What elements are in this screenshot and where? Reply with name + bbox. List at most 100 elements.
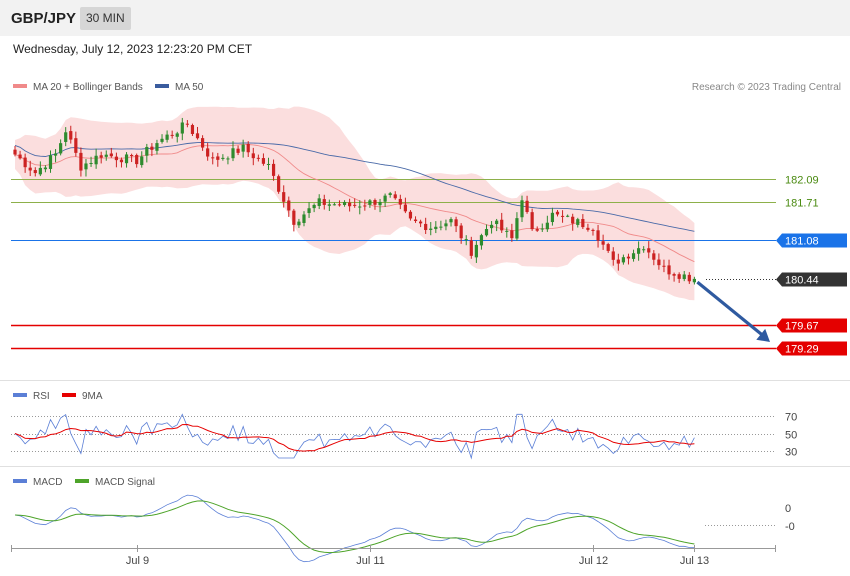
candle-body <box>64 132 68 142</box>
candle-body <box>266 163 271 165</box>
candle-body <box>307 208 311 214</box>
ma20-legend-swatch <box>13 84 27 88</box>
ma20-legend-label: MA 20 + Bollinger Bands <box>33 82 143 93</box>
candle-body <box>342 201 347 205</box>
copyright-label: Research © 2023 Trading Central <box>692 82 841 93</box>
price-tag-bg <box>776 318 847 333</box>
candle-body <box>28 167 32 171</box>
candle-body <box>74 138 78 153</box>
candle-body <box>261 158 266 164</box>
candle-body <box>626 256 631 259</box>
candle-body <box>662 265 666 267</box>
candle-body <box>444 223 448 227</box>
candle-body <box>104 154 108 157</box>
candle-body <box>119 159 124 163</box>
timeframe-badge[interactable]: 30 MIN <box>80 7 131 30</box>
candle-body <box>429 228 433 230</box>
candle-body <box>434 226 438 230</box>
candle-body <box>211 157 215 159</box>
candle-body <box>38 167 42 175</box>
candle-body <box>631 253 636 259</box>
candle-body <box>692 278 696 283</box>
candle-body <box>424 223 428 231</box>
rsi-ma-legend-label: 9MA <box>82 391 103 402</box>
candle-body <box>246 144 250 153</box>
candle-body <box>79 152 83 171</box>
candle-body <box>155 143 159 151</box>
rsi-panel: 70 50 30 <box>11 412 797 460</box>
candle-body <box>586 227 590 230</box>
candle-body <box>637 248 641 254</box>
candle-body <box>297 221 301 226</box>
candle-body <box>241 144 245 152</box>
macd-level-label: -0 <box>785 521 795 533</box>
candle-body <box>216 156 220 160</box>
candle-body <box>130 155 134 157</box>
rsi-level-label: 70 <box>785 412 797 424</box>
candle-body <box>94 155 98 165</box>
price-levels <box>11 179 776 350</box>
candle-body <box>221 157 225 159</box>
price-tag-label: 180.44 <box>785 275 819 287</box>
candle-body <box>353 204 357 206</box>
candle-body <box>571 216 575 224</box>
candle-body <box>677 274 681 279</box>
rsi-legend-label: RSI <box>33 391 50 402</box>
candle-body <box>84 163 88 170</box>
candle-body <box>647 248 651 253</box>
candle-body <box>33 170 37 174</box>
candle-body <box>398 198 402 205</box>
candle-body <box>408 211 413 219</box>
candle-body <box>474 244 478 258</box>
candle-body <box>621 257 625 263</box>
candle-body <box>459 225 463 239</box>
rsi-ma-legend-swatch <box>62 393 76 397</box>
candle-body <box>231 148 235 159</box>
candle-body <box>479 235 484 246</box>
candle-body <box>190 125 195 135</box>
rsi-legend-swatch <box>13 393 27 397</box>
candle-body <box>43 167 48 170</box>
x-tick-label: Jul 12 <box>579 555 608 567</box>
rsi-level-label: 50 <box>785 430 797 442</box>
candle-body <box>484 228 489 236</box>
candle-body <box>140 156 144 166</box>
macd-line <box>14 494 695 563</box>
candle-body <box>383 195 387 202</box>
candle-body <box>555 211 560 215</box>
candle-body <box>403 204 407 212</box>
macd-signal-line <box>14 500 695 554</box>
candle-body <box>53 153 58 156</box>
candle-body <box>48 155 53 169</box>
candle-body <box>510 230 514 239</box>
macd-legend-label: MACD <box>33 477 62 488</box>
candle-body <box>378 201 382 206</box>
candle-body <box>525 200 529 212</box>
candle-body <box>236 148 240 153</box>
candle-body <box>89 162 93 164</box>
candle-body <box>581 218 585 228</box>
macd-panel: 0 -0 <box>14 494 795 563</box>
candle-body <box>332 204 337 206</box>
candle-body <box>388 193 392 196</box>
candle-body <box>606 244 610 251</box>
candle-body <box>135 154 139 165</box>
price-tag-label: 181.08 <box>785 236 819 248</box>
forecast-arrow-shaft <box>696 280 768 340</box>
candle-body <box>672 274 676 276</box>
candles <box>13 117 696 285</box>
forecast-arrow <box>696 280 770 342</box>
candle-body <box>109 153 113 157</box>
candle-body <box>348 202 352 207</box>
candle-body <box>591 229 595 231</box>
candle-body <box>180 122 184 134</box>
forecast-arrow-head <box>756 328 770 342</box>
candle-body <box>393 194 397 199</box>
candle-body <box>287 200 291 211</box>
candle-body <box>124 154 129 164</box>
ma50-line <box>14 142 695 232</box>
symbol-title: GBP/JPY <box>11 10 77 27</box>
candle-body <box>419 221 423 224</box>
candle-body <box>185 123 189 125</box>
